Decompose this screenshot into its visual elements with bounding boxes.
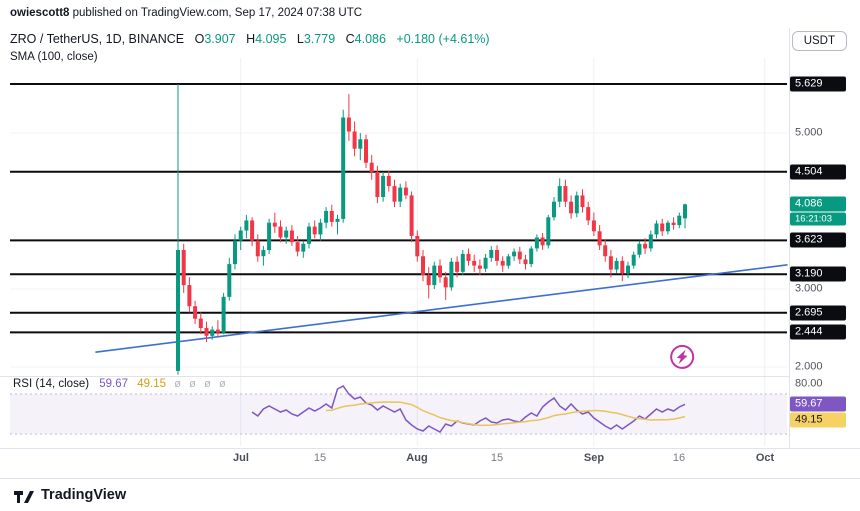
- ohlc-high-key: H: [246, 32, 256, 46]
- publisher-text: published on TradingView.com, Sep 17, 20…: [69, 7, 363, 19]
- ohlc-low-value: 3.779: [303, 32, 336, 46]
- price-axis-separator: [789, 28, 790, 448]
- chart-plot[interactable]: [0, 0, 860, 478]
- ohlc-open-value: 3.907: [204, 32, 236, 46]
- grid-lines: [10, 58, 787, 446]
- ohlc-close-key: C: [345, 32, 355, 46]
- ohlc-low-key: L: [296, 32, 304, 46]
- rsi-indicator-legend[interactable]: RSI (14, close) 59.67 49.15 ø ø ø ø: [13, 378, 226, 390]
- rsi-title[interactable]: RSI (14, close): [13, 378, 90, 390]
- ohlc-high-value: 4.095: [255, 32, 287, 46]
- symbol-title[interactable]: ZRO / TetherUS, 1D, BINANCE: [10, 32, 185, 46]
- key-level-lines: [10, 83, 787, 334]
- tradingview-brand-text[interactable]: TradingView: [41, 487, 127, 503]
- ohlc-open-key: O: [194, 32, 205, 46]
- rsi-ma-value: 49.15: [137, 378, 167, 390]
- tradingview-logo-icon[interactable]: [12, 484, 34, 506]
- ohlc-close-value: 4.086: [354, 32, 386, 46]
- price-change: +0.180 (+4.61%): [396, 32, 490, 46]
- currency-toggle-button[interactable]: USDT: [791, 31, 847, 51]
- hidden-value-icon: ø: [219, 378, 226, 390]
- time-axis-separator: [0, 448, 860, 449]
- rsi-pane: [10, 385, 787, 435]
- publisher-bar: owiescott8 published on TradingView.com,…: [10, 7, 362, 19]
- hidden-value-icon: ø: [174, 378, 181, 390]
- rsi-value: 59.67: [99, 378, 129, 390]
- symbol-legend[interactable]: ZRO / TetherUS, 1D, BINANCE O3.907 H4.09…: [10, 32, 490, 46]
- sma-indicator-legend[interactable]: SMA (100, close): [10, 51, 98, 63]
- hidden-value-icon: ø: [189, 378, 196, 390]
- hidden-value-icon: ø: [204, 378, 211, 390]
- lightning-sticker-icon: [670, 344, 695, 369]
- publisher-username[interactable]: owiescott8: [10, 7, 70, 19]
- trendline: [95, 264, 788, 353]
- rsi-pane-separator: [0, 376, 789, 377]
- footer-bar: TradingView: [0, 478, 860, 511]
- candlestick-series: [176, 84, 687, 375]
